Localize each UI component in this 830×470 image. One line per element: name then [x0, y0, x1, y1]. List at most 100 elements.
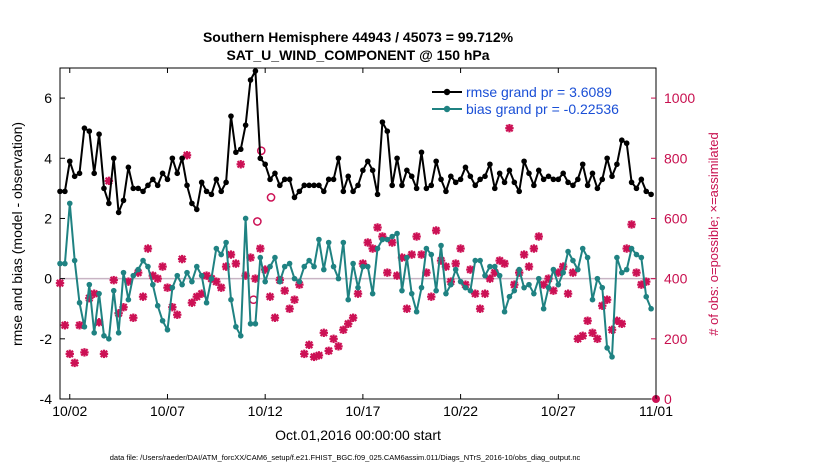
rmse-point [203, 188, 210, 195]
bias-point [638, 254, 645, 261]
x-tick-label: 10/02 [52, 403, 87, 419]
rmse-point [301, 182, 308, 189]
obs-assimilated-marker [456, 244, 465, 253]
rmse-point [62, 188, 68, 195]
rmse-point [526, 170, 532, 177]
bias-point [589, 296, 596, 303]
rmse-point [418, 149, 425, 156]
rmse-point [594, 185, 601, 192]
y-left-tick-label: -2 [40, 331, 53, 347]
rmse-point [130, 185, 137, 192]
rmse-point [438, 176, 444, 183]
obs-assimilated-marker [407, 250, 416, 259]
rmse-point [233, 149, 239, 156]
y-right-tick-label: 800 [664, 150, 688, 166]
rmse-point [120, 197, 127, 204]
rmse-point [550, 176, 557, 183]
obs-possible-marker [266, 193, 276, 202]
legend-rmse-marker [443, 88, 451, 96]
obs-assimilated-marker [231, 259, 241, 268]
bias-point [81, 323, 88, 330]
bias-point [399, 287, 405, 294]
bias-point [340, 239, 347, 246]
bias-point [145, 263, 151, 270]
obs-assimilated-marker [578, 331, 587, 341]
bias-point [643, 293, 650, 300]
rmse-point [491, 185, 498, 192]
bias-point [575, 266, 581, 273]
obs-assimilated-marker [153, 274, 162, 283]
x-tick-label: 11/01 [639, 403, 673, 419]
y-left-tick-label: 2 [44, 210, 52, 226]
rmse-point [96, 131, 102, 137]
bias-point [355, 284, 361, 291]
bias-point [438, 242, 444, 249]
obs-assimilated-marker [280, 286, 289, 295]
bias-point [374, 245, 381, 252]
obs-assimilated-marker [143, 244, 153, 253]
bias-point [457, 278, 464, 285]
rmse-point [501, 179, 508, 186]
obs-assimilated-marker [290, 295, 299, 304]
chart-title-line2: SAT_U_WIND_COMPONENT @ 150 hPa [226, 47, 489, 63]
obs-assimilated-marker [348, 313, 358, 322]
x-tick-label: 10/27 [541, 403, 576, 419]
y-axis-left-label: rmse and bias (model - observation) [9, 122, 25, 346]
rmse-point [575, 176, 581, 183]
bias-point [389, 233, 395, 240]
obs-assimilated-marker [353, 289, 363, 298]
obs-assimilated-marker [373, 223, 382, 232]
bias-point [360, 263, 366, 270]
rmse-point [443, 188, 449, 195]
bias-point [169, 284, 176, 291]
chart-title-line1: Southern Hemisphere 44943 / 45073 = 99.7… [203, 29, 514, 45]
obs-assimilated-marker [627, 220, 636, 229]
rmse-point [599, 176, 606, 183]
rmse-point [355, 182, 361, 189]
bias-point [330, 263, 337, 270]
bias-point [443, 290, 449, 297]
rmse-point [413, 185, 420, 192]
obs-assimilated-marker [182, 151, 192, 160]
x-tick-label: 10/22 [443, 403, 478, 419]
rmse-point [150, 176, 156, 183]
obs-possible-marker [256, 146, 266, 156]
bias-point [252, 320, 259, 327]
rmse-point [321, 188, 327, 195]
bias-point [277, 278, 283, 285]
rmse-point [565, 179, 571, 186]
rmse-point [159, 170, 166, 177]
obs-assimilated-marker [226, 250, 236, 259]
obs-assimilated-marker [158, 262, 167, 271]
rmse-point [570, 182, 576, 189]
rmse-point [257, 155, 264, 162]
obs-assimilated-marker [334, 342, 343, 351]
y-right-tick-label: 1000 [664, 90, 695, 106]
rmse-point [511, 179, 518, 186]
obs-assimilated-marker [236, 160, 245, 169]
rmse-point [125, 164, 132, 171]
rmse-point [374, 191, 381, 198]
bias-point [487, 263, 493, 270]
bias-point [418, 284, 425, 291]
bias-point [62, 260, 68, 267]
x-tick-label: 10/17 [345, 403, 380, 419]
obs-assimilated-marker [475, 304, 485, 313]
bias-point [335, 275, 342, 282]
rmse-point [614, 161, 620, 168]
rmse-point [487, 161, 493, 168]
obs-assimilated-marker [427, 292, 436, 301]
bias-point [296, 278, 303, 285]
y-right-tick-label: 0 [664, 391, 672, 407]
obs-possible-marker [249, 295, 258, 305]
bias-point [150, 281, 156, 288]
bias-point [286, 260, 293, 267]
rmse-point [350, 188, 356, 195]
bias-point [384, 236, 391, 243]
obs-assimilated-marker [431, 226, 441, 235]
obs-assimilated-marker [519, 250, 529, 259]
rmse-point [91, 170, 97, 177]
bias-point [531, 290, 537, 297]
rmse-point [154, 182, 161, 189]
bias-point [477, 257, 483, 264]
